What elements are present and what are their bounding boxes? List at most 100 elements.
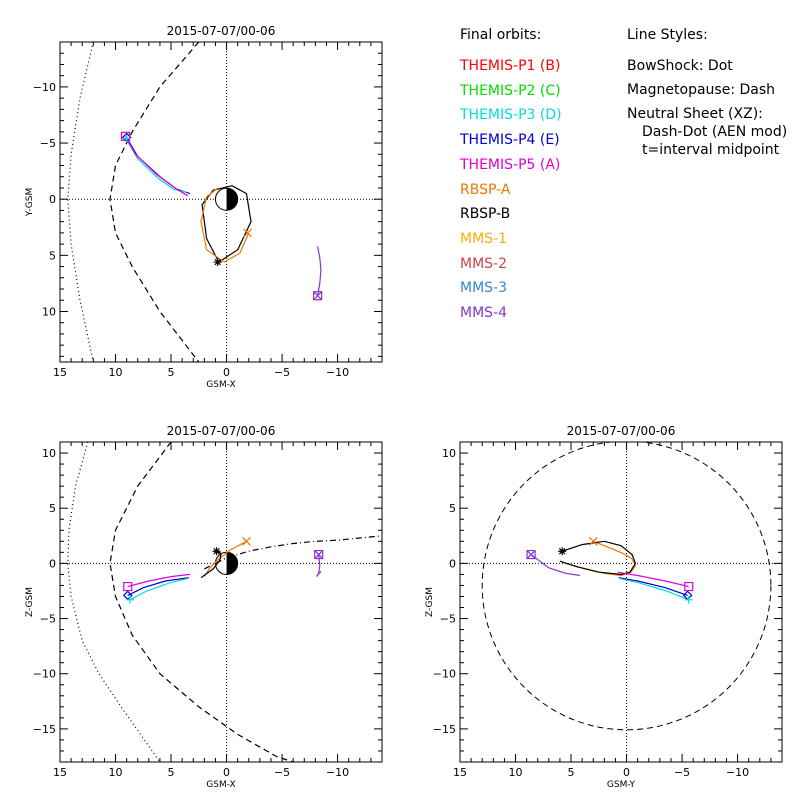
- x-tick-label: −5: [274, 366, 290, 379]
- legend-item: MMS-3: [460, 280, 508, 297]
- cross-marker: [588, 536, 598, 546]
- y-tick-label: −5: [440, 613, 456, 626]
- legend-item: THEMIS-P4 (E): [460, 132, 560, 149]
- y-tick-label: −5: [40, 613, 56, 626]
- y-tick-label: 0: [49, 193, 56, 206]
- x-tick-label: 10: [509, 766, 523, 779]
- plot-title: 2015-07-07/00-06: [167, 424, 276, 438]
- square-marker: [313, 291, 323, 301]
- series-neutral-sheet: [204, 535, 382, 570]
- plot-title: 2015-07-07/00-06: [167, 24, 276, 38]
- square-marker: [120, 131, 131, 141]
- y-tick-label: −10: [433, 668, 456, 681]
- plot-title: 2015-07-07/00-06: [567, 424, 676, 438]
- x-tick-label: 10: [109, 366, 123, 379]
- y-axis-label: Z-GSM: [425, 587, 435, 617]
- line-style-entry: Dash-Dot (AEN mod): [642, 124, 788, 140]
- line-style-entry: t=interval midpoint: [642, 142, 780, 158]
- x-tick-label: −10: [726, 766, 749, 779]
- line-style-entry: BowShock: Dot: [627, 58, 733, 74]
- series-themis-p3-d-: [129, 578, 187, 601]
- x-tick-label: 5: [168, 766, 175, 779]
- asterisk-marker: [213, 258, 222, 267]
- legend-item: MMS-2: [460, 255, 508, 272]
- x-tick-label: 15: [453, 766, 467, 779]
- plot-frame: [459, 441, 783, 763]
- legend-item: RBSP-A: [460, 181, 511, 198]
- series-mms-4: [316, 554, 322, 577]
- series-themis-p4-e-: [618, 577, 688, 596]
- y-axis-label: Z-GSM: [25, 587, 35, 617]
- series-rbsp-b: [559, 540, 637, 576]
- legend-item: MMS-4: [460, 305, 508, 321]
- orbit-panel: 15 10 5 0 −5 −10 10 5 0 −5 −10 −15 2015-07-07/00-06 G…: [425, 424, 783, 790]
- line-styles-legend: Line Styles: BowShock: Dot Magnetopause: …: [627, 27, 797, 167]
- series-themis-p5-a-: [127, 573, 190, 588]
- orbit-panel: 15 10 5 0 −5 −10 10 5 0 −5 −10 −15 2015-07-07/00-06 G…: [25, 424, 383, 790]
- line-styles-header: Line Styles:: [627, 27, 708, 43]
- y-tick-label: 10: [42, 447, 56, 460]
- y-tick-label: −10: [33, 81, 56, 94]
- plot-frame: [59, 441, 383, 763]
- x-tick-label: 5: [568, 766, 575, 779]
- series-rbsp-a: [203, 540, 247, 577]
- orbit-panel: 15 10 5 0 −5 −10 −10 −5 0 5 10 2015-07-07/00-06 GSM-…: [25, 24, 383, 390]
- magnetopause-circle: [481, 442, 772, 731]
- cross-marker: [243, 228, 253, 238]
- plus-marker: [684, 595, 693, 604]
- series-mms-4: [530, 554, 580, 577]
- y-tick-label: −15: [433, 723, 456, 736]
- square-marker: [526, 549, 536, 560]
- plot-area: [60, 42, 382, 362]
- cross-marker: [314, 550, 324, 559]
- legend-item: THEMIS-P3 (D): [460, 107, 562, 124]
- plus-marker: [125, 595, 134, 604]
- plot-frame: [59, 41, 383, 363]
- earth-night-side: [226, 552, 238, 575]
- series-bow-shock: [67, 442, 161, 762]
- line-style-entry: Magnetopause: Dash: [627, 82, 776, 98]
- plot-area: [60, 442, 382, 762]
- legend-item: RBSP-B: [460, 206, 511, 223]
- final-orbits-header: Final orbits:: [460, 27, 542, 43]
- series-themis-p4-e-: [127, 577, 189, 596]
- x-axis-label: GSM-X: [206, 380, 235, 390]
- series-mms-4: [317, 246, 322, 296]
- y-tick-label: 0: [449, 557, 456, 570]
- square-marker: [314, 549, 324, 560]
- series-magnetopause: [109, 442, 294, 762]
- series-themis-p5-a-: [124, 136, 189, 197]
- x-tick-label: 0: [623, 766, 630, 779]
- x-tick-label: −5: [674, 766, 690, 779]
- y-tick-label: 0: [49, 557, 56, 570]
- series-themis-p4-e-: [126, 137, 191, 195]
- series-rbsp-b: [201, 185, 252, 263]
- asterisk-marker: [212, 547, 221, 556]
- line-style-entry: Neutral Sheet (XZ):: [627, 106, 763, 122]
- x-tick-label: −10: [326, 766, 349, 779]
- x-tick-label: 10: [109, 766, 123, 779]
- y-axis-label: Y-GSM: [25, 188, 35, 217]
- series-themis-p5-a-: [617, 571, 689, 588]
- legend-item: THEMIS-P5 (A): [460, 156, 561, 173]
- y-tick-label: 5: [449, 502, 456, 515]
- y-tick-label: −5: [40, 137, 56, 150]
- x-tick-label: −10: [326, 366, 349, 379]
- cross-marker: [313, 291, 323, 301]
- x-tick-label: −5: [274, 766, 290, 779]
- series-rbsp-a: [200, 187, 250, 263]
- legend-item: THEMIS-P2 (C): [460, 82, 561, 99]
- series-magnetopause: [109, 42, 200, 362]
- plus-marker: [122, 134, 131, 143]
- x-tick-label: 0: [223, 366, 230, 379]
- y-tick-label: −15: [33, 723, 56, 736]
- legend-item: MMS-1: [460, 230, 508, 247]
- legend-item: THEMIS-P1 (B): [460, 58, 561, 74]
- square-marker: [123, 581, 133, 592]
- x-tick-label: 5: [168, 366, 175, 379]
- plot-area: [460, 442, 782, 762]
- x-tick-label: 0: [223, 766, 230, 779]
- earth-night-side: [226, 188, 238, 211]
- x-axis-label: GSM-X: [206, 780, 235, 790]
